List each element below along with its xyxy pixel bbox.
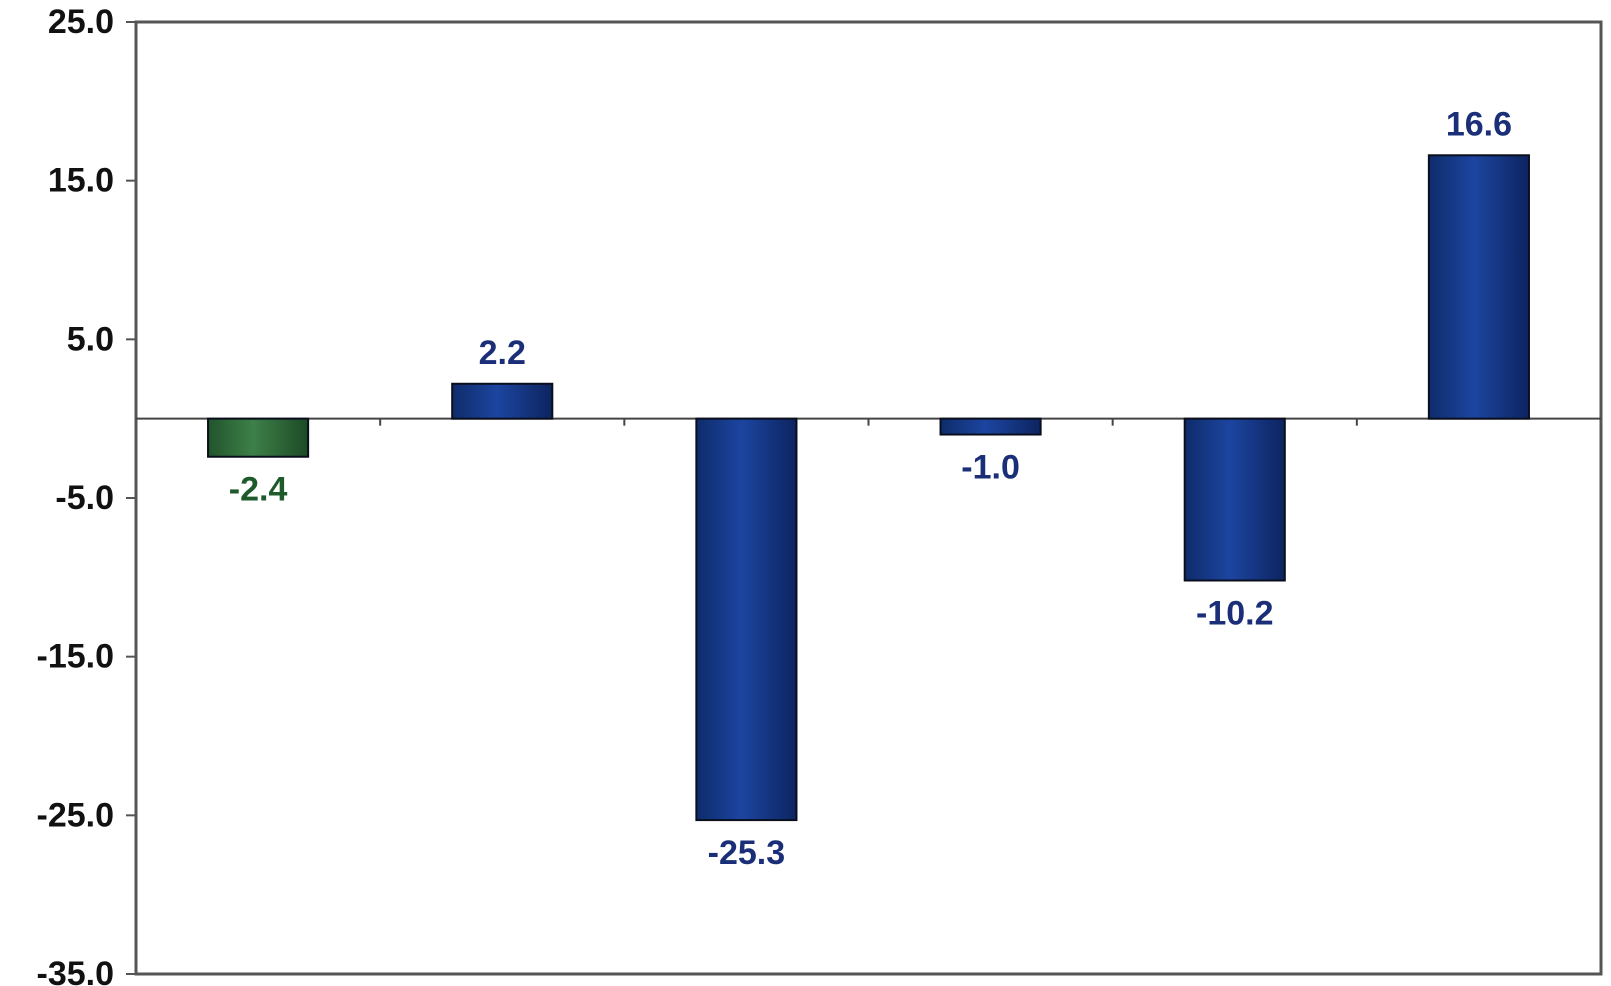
bar-value-label: 2.2 <box>479 334 526 372</box>
data-labels: -2.4 2.2 -25.3 -1.0 -10.2 16.6 <box>229 105 1512 872</box>
y-tick-label: -35.0 <box>37 955 115 986</box>
bar <box>451 382 554 420</box>
bar-value-label: -1.0 <box>961 449 1020 487</box>
bars <box>207 154 1530 822</box>
bar-value-label: -25.3 <box>708 834 786 872</box>
y-tick-label: 25.0 <box>48 3 114 41</box>
bar-value-label: 16.6 <box>1446 105 1512 143</box>
bar <box>939 417 1042 436</box>
y-tick-label: -5.0 <box>55 479 114 517</box>
bar <box>207 417 310 458</box>
bar-value-label: -2.4 <box>229 471 288 509</box>
plot-area <box>134 20 1603 976</box>
bar <box>695 417 798 822</box>
bar-value-label: -10.2 <box>1196 595 1274 633</box>
bar <box>1183 417 1286 582</box>
y-tick-label: 15.0 <box>48 162 114 200</box>
y-tick-label: -15.0 <box>37 638 115 676</box>
y-tick-label: -25.0 <box>37 796 115 834</box>
y-axis: 25.0 15.0 5.0 -5.0 -15.0 -25.0 -35.0 <box>37 3 1358 986</box>
bar <box>1427 154 1530 420</box>
y-tick-label: 5.0 <box>67 320 114 358</box>
